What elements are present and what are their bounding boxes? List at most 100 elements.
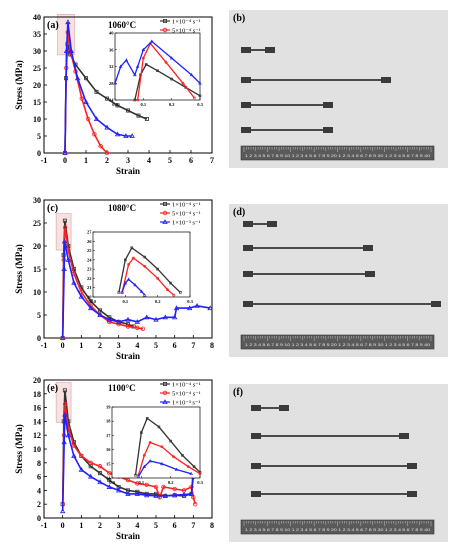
specimen <box>251 433 409 439</box>
y-tick-label: 2 <box>37 500 41 509</box>
x-tick-label: 2 <box>98 341 102 350</box>
ruler-body <box>240 519 435 535</box>
inset-data-point <box>169 56 174 60</box>
data-point <box>153 316 159 322</box>
y-tick-label: 5 <box>37 132 41 141</box>
data-point <box>207 305 213 311</box>
x-tick-label: 4 <box>135 341 139 350</box>
legend-label: 1×10⁻⁴ s⁻¹ <box>172 19 201 26</box>
legend-label: 1×10⁻³ s⁻¹ <box>172 220 200 227</box>
y-tick-label: 15 <box>33 98 41 107</box>
data-point <box>135 325 140 331</box>
inset-data-point <box>136 98 140 102</box>
specimen-grip <box>323 127 333 133</box>
inset-y-tick-label: 24 <box>87 257 92 262</box>
x-tick-label: 1 <box>79 521 83 530</box>
data-point <box>125 491 131 496</box>
inset-data-point <box>181 453 184 457</box>
inset-x-tick-label: 0.2 <box>169 102 175 107</box>
ruler-body <box>240 145 435 161</box>
y-tick-label: 6 <box>37 473 41 482</box>
y-tick-label: 20 <box>33 242 41 251</box>
specimen-gauge <box>251 129 323 131</box>
y-tick-label: 16 <box>33 404 41 413</box>
x-tick-label: 3 <box>117 341 121 350</box>
specimen <box>243 301 441 307</box>
inset-data-point <box>142 453 146 457</box>
data-point <box>123 133 129 139</box>
data-point <box>62 388 67 393</box>
panel-label: (e) <box>47 383 58 394</box>
x-tick-label: 1 <box>79 341 83 350</box>
specimen <box>241 77 391 83</box>
data-point <box>106 484 113 489</box>
data-point <box>181 491 187 497</box>
inset-y-tick-label: 32 <box>109 64 114 69</box>
inset-y-tick-label: 15 <box>106 461 111 466</box>
data-point <box>162 314 169 320</box>
series-3 <box>59 411 197 514</box>
data-point <box>115 487 122 493</box>
series-line <box>61 403 196 505</box>
specimen-grip <box>407 463 417 469</box>
x-tick-label: 3 <box>117 521 121 530</box>
x-axis-label: Strain <box>116 531 140 541</box>
inset-data-point <box>141 47 146 52</box>
inset-series-2 <box>136 441 202 477</box>
inset-series-line <box>134 417 201 476</box>
photo-d: (d) 1 2 3 4 5 6 7 8 9 10 1 2 3 4 5 6 7 8 … <box>229 204 448 357</box>
y-tick-label: 0 <box>37 334 41 343</box>
data-point <box>98 143 103 149</box>
inset-data-point <box>124 58 129 62</box>
data-point <box>134 491 141 496</box>
y-tick-label: 18 <box>33 390 41 399</box>
inset-series-line <box>114 40 201 84</box>
y-tick-label: 10 <box>33 115 41 124</box>
data-point <box>71 443 77 448</box>
panel-label: (d) <box>233 207 245 218</box>
x-tick-label: 7 <box>191 341 195 350</box>
temperature-label: 1100°C <box>108 383 136 393</box>
specimen <box>243 271 375 277</box>
specimen-grip <box>251 491 261 497</box>
specimen-grip <box>381 77 391 83</box>
inset-y-tick-label: 26 <box>87 239 92 244</box>
x-tick-label: 7 <box>210 156 214 165</box>
inset-data-point <box>133 98 137 102</box>
inset-x-tick-label: 0.0 <box>109 480 115 485</box>
x-tick-label: 0 <box>61 341 65 350</box>
ruler-numbers: 1 2 3 4 5 6 7 8 9 10 1 2 3 4 5 6 7 8 9 2… <box>245 154 430 158</box>
data-point <box>161 484 166 490</box>
data-point <box>79 96 84 101</box>
inset-x-tick-label: 0.2 <box>168 480 174 485</box>
inset-data-point <box>135 64 140 68</box>
data-point <box>87 305 94 311</box>
y-tick-label: 25 <box>33 219 41 228</box>
y-tick-label: 20 <box>33 81 41 90</box>
y-tick-label: 15 <box>33 265 41 274</box>
inset-data-point <box>156 267 159 271</box>
data-point <box>62 150 68 156</box>
inset-data-point <box>179 291 182 294</box>
inset-y-tick-label: 27 <box>87 230 92 235</box>
x-tick-label: 0 <box>61 521 65 530</box>
chart-3: -1 0 1 2 3 4 5 6 7 802468101214161820StrainStress… <box>14 376 214 541</box>
data-point <box>134 319 141 324</box>
data-point <box>65 432 71 438</box>
legend-marker <box>162 219 168 225</box>
inset-data-point <box>192 465 196 468</box>
data-point <box>71 453 77 458</box>
data-point <box>129 133 135 139</box>
data-point <box>65 256 71 262</box>
specimen-grip <box>323 102 333 108</box>
specimen <box>241 47 275 53</box>
data-point <box>97 312 103 318</box>
data-point <box>79 453 84 459</box>
specimen <box>243 221 277 227</box>
inset-data-point <box>156 277 160 280</box>
inset-data-point <box>143 264 147 268</box>
data-point <box>186 305 193 311</box>
specimen-grip <box>243 301 253 307</box>
y-tick-label: 0 <box>37 514 41 523</box>
data-point <box>68 48 74 53</box>
